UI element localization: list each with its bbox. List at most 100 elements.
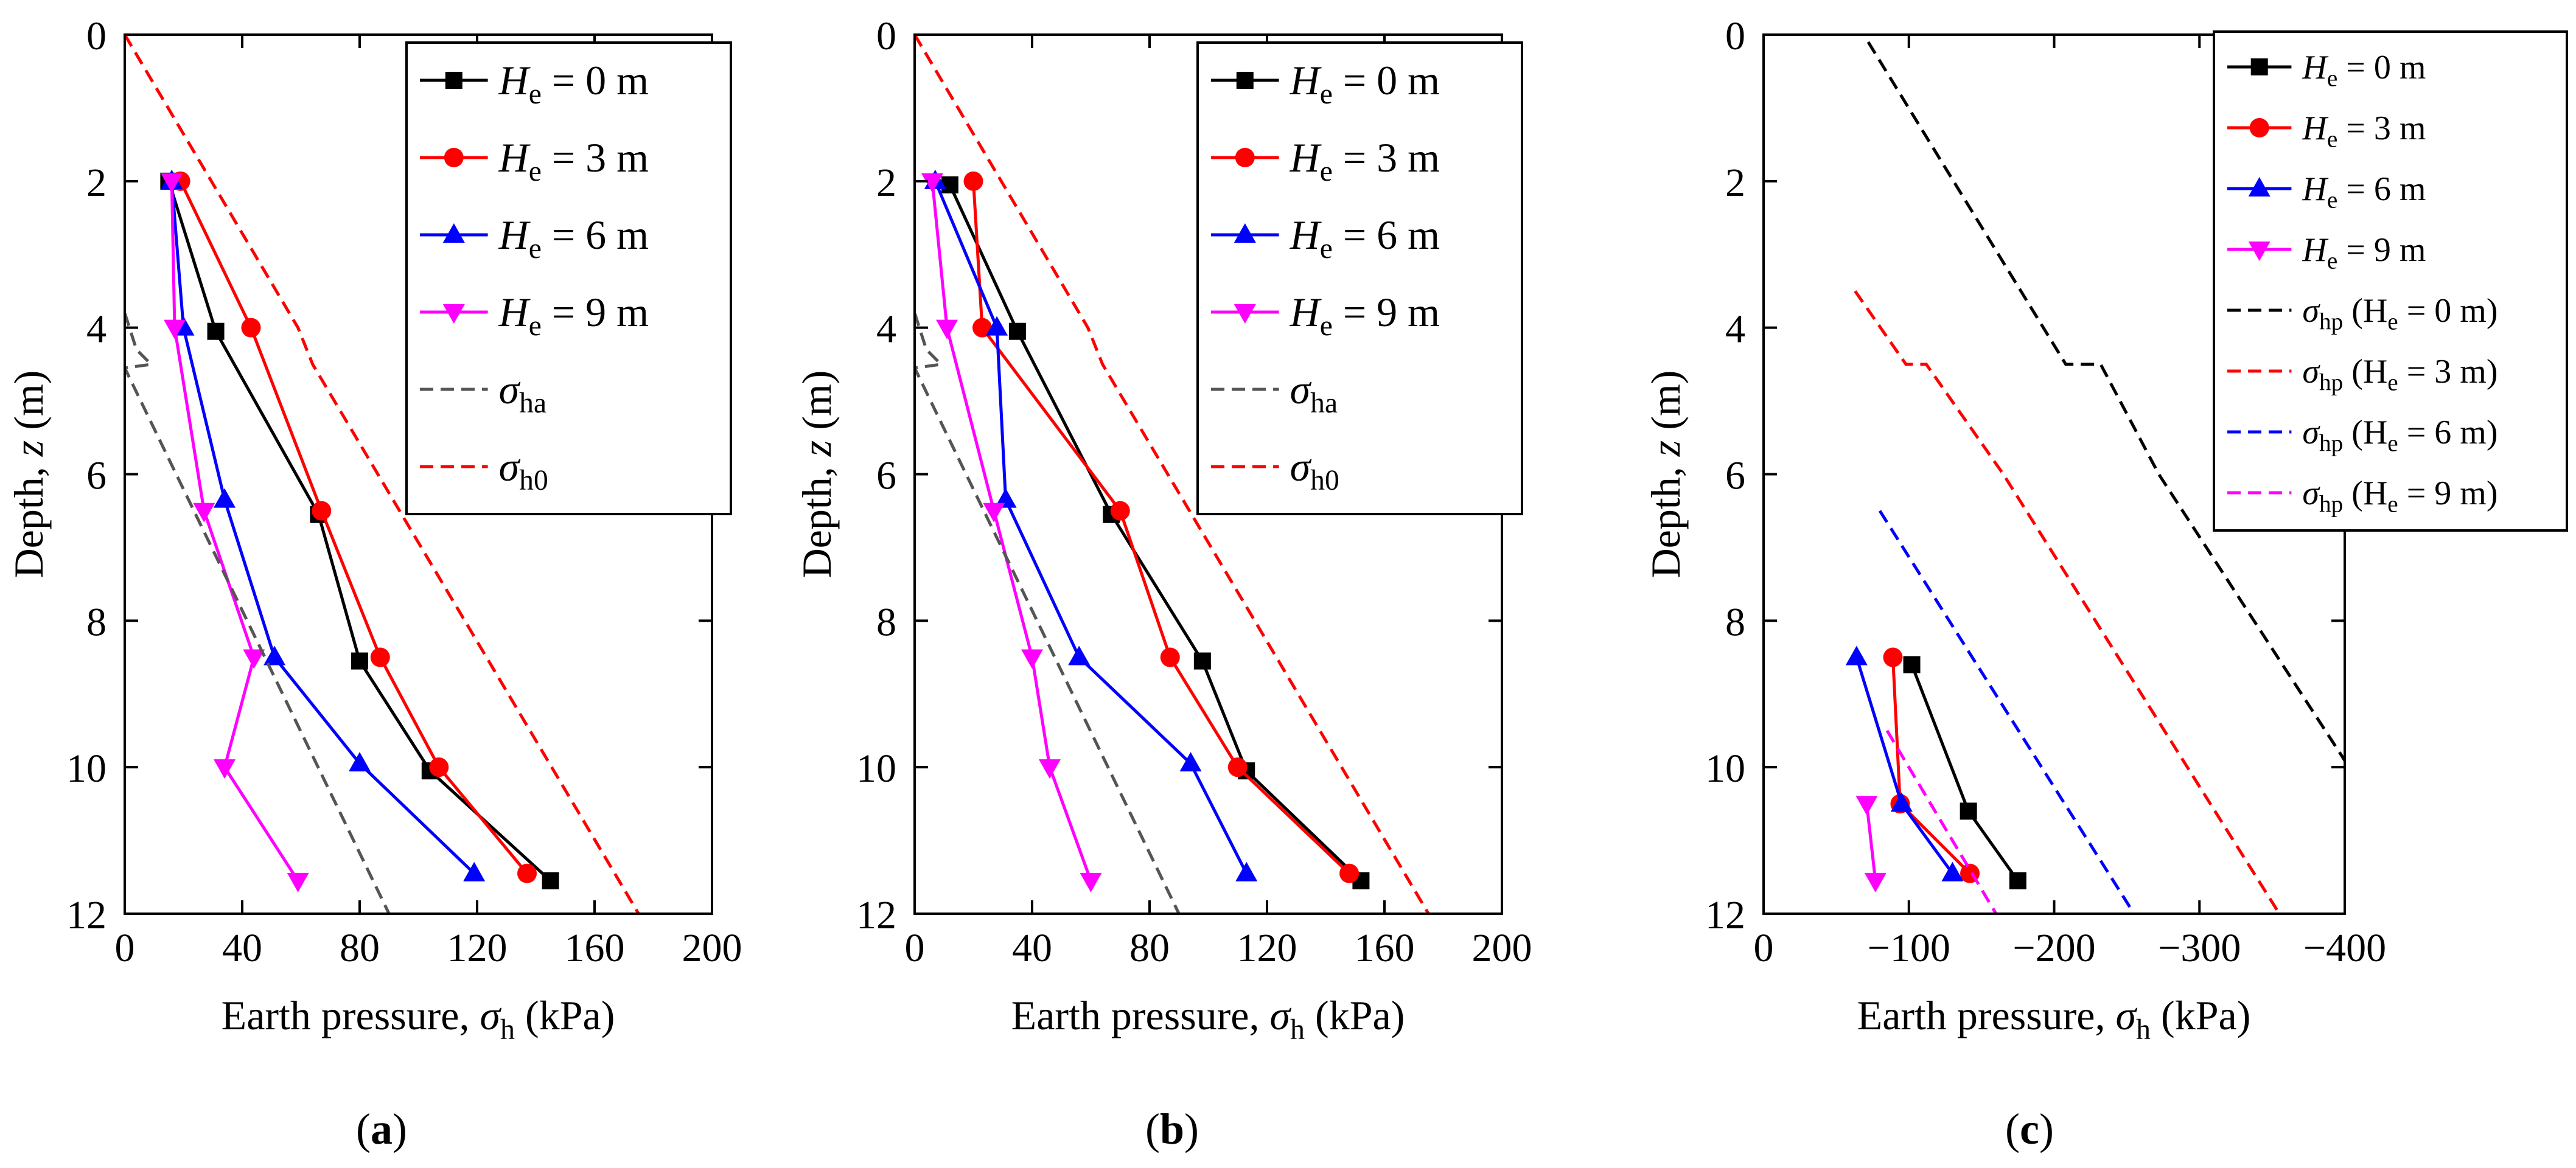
x-axis-label-unit: (kPa)	[1305, 992, 1405, 1038]
data-point-he-6-m-0	[1845, 645, 1868, 666]
y-tick-label: 8	[86, 600, 106, 644]
series-line-hp-he-0-m	[1866, 41, 2345, 763]
legend-label-sub: hp	[2319, 430, 2343, 456]
legend-label-he-6-m: He = 6 m	[1290, 212, 1440, 265]
series-line-he-9-m	[930, 181, 1092, 881]
legend-label-var: H	[2302, 170, 2328, 208]
legend-label-rest: = 3 m	[1333, 134, 1440, 181]
legend-marker-he-0-m	[1236, 72, 1254, 89]
x-axis-label-sub: h	[1290, 1013, 1305, 1046]
y-tick-label: 2	[86, 161, 106, 205]
legend-label-sub: hp	[2319, 369, 2343, 395]
legend-label-var: σ	[2302, 414, 2320, 451]
legend-label-sub2: e	[2387, 308, 2398, 335]
data-point-he-3-m-3	[1160, 647, 1180, 667]
legend-marker-he-0-m	[445, 72, 462, 89]
legend-label-h0: σh0	[1290, 443, 1339, 496]
y-tick-label: 10	[856, 746, 896, 791]
legend-label-he-9-m: He = 9 m	[2302, 231, 2426, 274]
legend-label-rest: = 0 m	[542, 57, 649, 103]
y-tick-label: 8	[876, 600, 896, 644]
legend-label-rest: (H	[2343, 292, 2387, 330]
x-tick-label: 40	[1012, 926, 1052, 970]
panel-label-close: )	[1184, 1105, 1199, 1153]
y-tick-label: 10	[66, 746, 106, 791]
panel-label-close: )	[393, 1105, 407, 1153]
x-axis-label-unit: (kPa)	[2151, 992, 2250, 1038]
legend-label-he-3-m: He = 3 m	[2302, 109, 2426, 152]
legend-label-sub: ha	[1310, 388, 1338, 419]
y-axis-label: Depth, z (m)	[5, 370, 52, 579]
legend-label-ha: σha	[1290, 366, 1338, 419]
legend-label-var: H	[498, 212, 531, 258]
legend-label-h0: σh0	[499, 443, 548, 496]
legend-label-sub2: e	[2387, 491, 2398, 517]
data-point-he-6-m-4	[349, 752, 371, 772]
y-tick-label: 4	[86, 307, 106, 352]
legend-label-sub: e	[1320, 310, 1333, 342]
data-point-he-6-m-1	[1890, 792, 1913, 812]
legend-label-sub: e	[1320, 78, 1333, 110]
legend-label-sub: e	[2327, 126, 2337, 152]
series-line-he-3-m	[179, 180, 528, 875]
data-point-he-3-m-2	[1110, 501, 1130, 521]
legend-marker-he-0-m	[2250, 58, 2268, 75]
legend-marker-he-6-m	[2248, 177, 2271, 196]
data-point-he-0-m-3	[351, 652, 368, 670]
data-point-he-9-m-4	[1038, 759, 1061, 779]
legend-label-sub: hp	[2319, 491, 2343, 517]
data-point-he-3-m-5	[517, 863, 537, 883]
series-line-he-9-m	[1865, 804, 1877, 881]
legend-label-he-3-m: He = 3 m	[1290, 134, 1440, 187]
legend-label-rest: = 9 m	[1333, 289, 1440, 335]
x-axis-label-sigma: σ	[480, 992, 502, 1038]
data-point-he-6-m-5	[1235, 861, 1258, 881]
x-tick-label: 0	[115, 926, 135, 970]
legend-box	[1196, 41, 1523, 515]
data-point-he-9-m-0	[1855, 796, 1878, 816]
legend-label-rest: = 0 m	[1333, 57, 1440, 103]
data-point-he-3-m-5	[1339, 863, 1360, 883]
legend-label-he-6-m: He = 6 m	[498, 212, 649, 265]
legend-label-rest: = 9 m	[542, 289, 649, 335]
panel-label: (b)	[1145, 1105, 1199, 1153]
data-point-he-0-m-3	[1193, 652, 1211, 670]
data-point-he-9-m-1	[164, 319, 186, 339]
x-axis-label-sigma: σ	[1270, 992, 1292, 1038]
legend-label-var: H	[1290, 134, 1322, 181]
legend-label-sub: e	[2327, 65, 2337, 91]
legend-label-var: σ	[1290, 443, 1312, 490]
y-tick-label: 2	[1725, 161, 1745, 205]
legend-label-rest2: = 0 m)	[2398, 292, 2498, 330]
y-tick-label: 12	[856, 893, 896, 937]
data-point-he-0-m-2	[2009, 872, 2026, 889]
legend-label-sub: e	[2327, 187, 2337, 213]
legend-label-sub2: e	[2387, 369, 2398, 395]
legend-label-sub: e	[1320, 156, 1333, 187]
legend-label-var: H	[1290, 212, 1322, 258]
legend-label-var: σ	[499, 366, 521, 412]
legend-label-sub2: e	[2387, 430, 2398, 456]
legend-label-rest: (H	[2343, 353, 2387, 391]
data-point-he-3-m-3	[370, 647, 390, 667]
x-axis-label: Earth pressure, σh (kPa)	[1011, 992, 1405, 1046]
legend-label-rest2: = 3 m)	[2398, 353, 2498, 391]
legend-label-hp-he-6-m: σhp (He = 6 m)	[2302, 414, 2497, 456]
y-tick-label: 0	[86, 14, 106, 58]
x-axis-label-text: Earth pressure,	[222, 992, 480, 1038]
y-tick-label: 10	[1705, 746, 1745, 791]
x-axis-label-text: Earth pressure,	[1857, 992, 2116, 1038]
legend-label-hp-he-9-m: σhp (He = 9 m)	[2302, 474, 2497, 517]
legend-label-sub: ha	[519, 388, 546, 419]
legend-label-ha: σha	[499, 366, 546, 419]
legend-marker-he-9-m	[1234, 304, 1256, 324]
y-axis-label-text: Depth,	[5, 456, 52, 578]
y-axis-label: Depth, z (m)	[1642, 370, 1689, 579]
legend-label-rest2: = 6 m)	[2398, 414, 2498, 451]
x-tick-label: 40	[222, 926, 262, 970]
series-line-he-0-m	[167, 181, 552, 882]
y-axis-label-text: Depth,	[1642, 456, 1689, 578]
panel-label-close: )	[2039, 1105, 2054, 1153]
y-axis-label-unit: (m)	[794, 370, 840, 440]
